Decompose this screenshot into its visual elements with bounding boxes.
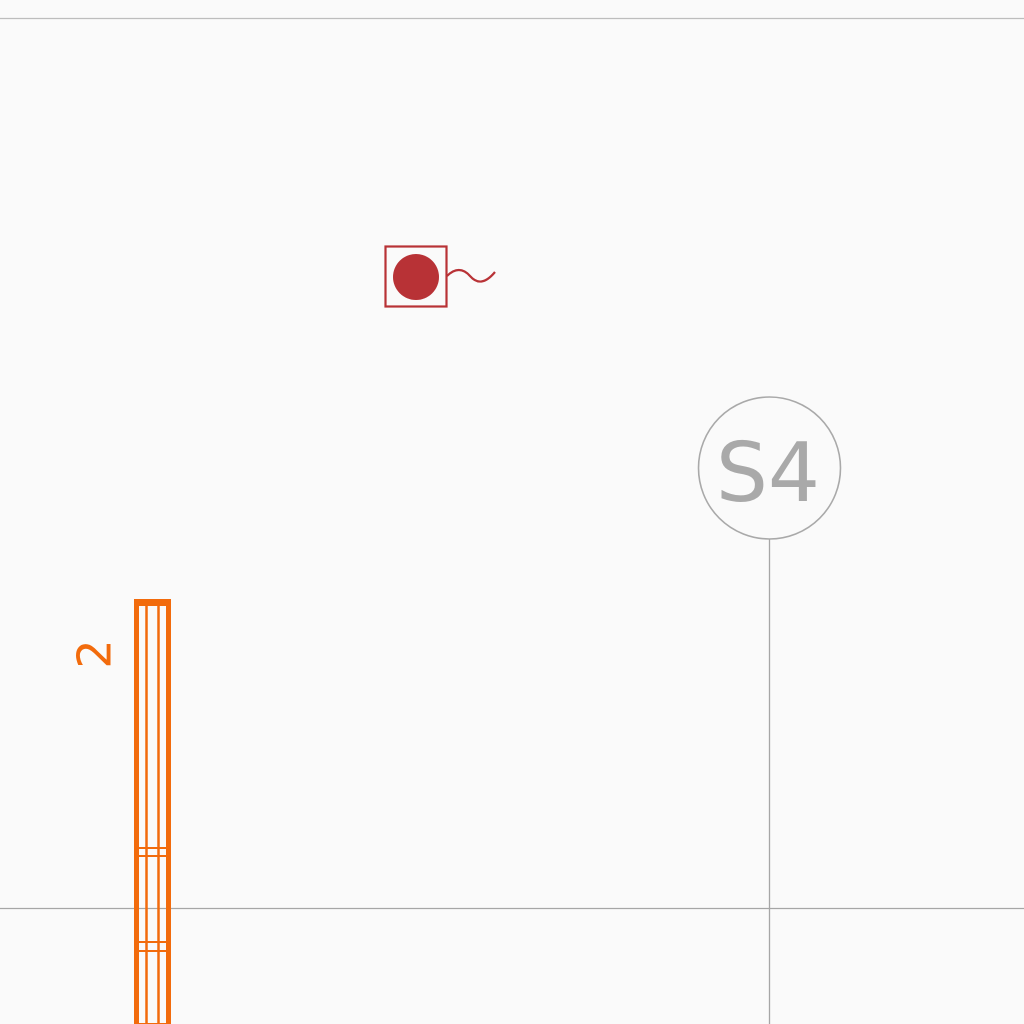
wall-outline [134, 599, 171, 1024]
wall-tag-label: 2 [68, 639, 122, 668]
grid-bubble-label: S4 [716, 426, 820, 521]
wireless-beacon-icon[interactable] [384, 245, 496, 308]
device-box [384, 245, 448, 308]
grid-bubble-s4[interactable]: S4 [697, 396, 842, 540]
device-dot [393, 254, 439, 300]
grid-bubble-circle [697, 396, 842, 540]
wall-joint-lower [136, 941, 169, 952]
wall-segment[interactable] [134, 599, 171, 1024]
device-signal-wave [446, 268, 496, 283]
wall-joint-upper [136, 847, 169, 857]
